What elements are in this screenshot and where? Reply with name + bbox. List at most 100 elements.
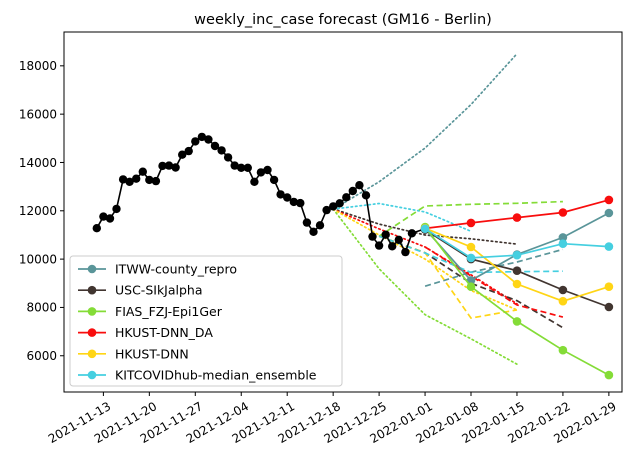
y-tick-label-3: 12000 [19,204,57,218]
observed-point-4 [118,175,128,184]
observed-point-22 [237,163,246,172]
legend-label-5: KITCOVIDhub-median_ensemble [115,368,317,383]
observed-point-23 [243,163,252,172]
series-5-point-3 [558,239,568,248]
series-2-point-2 [512,317,522,326]
observed-point-7 [138,167,147,176]
series-3-point-4 [604,195,614,205]
legend-marker-2 [87,307,97,316]
observed-point-18 [210,141,220,151]
series-4-point-2 [512,279,522,289]
series-2-dashed-line [378,200,563,237]
observed-point-47 [401,247,410,257]
observed-point-35 [322,205,331,215]
y-tick-label-0: 6000 [26,349,57,363]
observed-point-9 [151,176,161,186]
series-4-point-4 [604,282,614,292]
legend-marker-5 [87,370,97,380]
observed-point-30 [289,197,298,207]
observed-point-25 [256,168,266,177]
observed-point-15 [191,137,200,146]
plot-frame [63,31,623,393]
series-0-point-3 [558,233,568,242]
observed-point-34 [315,221,325,230]
observed-point-21 [230,161,239,170]
series-2-point-1 [466,282,476,292]
series-4-point-3 [558,296,568,306]
legend-label-2: FIAS_FZJ-Epi1Ger [115,304,223,319]
legend-label-1: USC-SIkJalpha [115,283,203,298]
series-4-dotted-line [332,208,518,311]
observed-point-40 [355,181,364,190]
x-axis: 2021-11-132021-11-202021-11-272021-12-04… [46,392,619,446]
observed-point-27 [269,175,279,185]
legend: ITWW-county_repro USC-SIkJalpha FIAS_FZJ-E… [69,255,343,387]
legend-marker-1 [87,285,97,295]
observed-point-31 [296,198,305,208]
plot-area [92,52,614,380]
series-1-dotted-line [332,208,518,245]
observed-point-45 [388,242,397,251]
observed-point-46 [394,235,403,244]
observed-point-8 [145,175,154,185]
legend-box [69,255,343,387]
legend-marker-0 [87,264,97,274]
observed-point-39 [348,186,357,196]
observed-point-32 [302,218,312,227]
series-1-point-3 [558,285,568,295]
y-tick-label-5: 16000 [19,107,57,121]
observed-point-17 [204,135,213,144]
y-tick-label-1: 8000 [26,301,57,315]
observed-point-3 [112,204,121,214]
series-3-point-1 [466,218,476,228]
series-3-point-2 [512,213,522,222]
observed-point-2 [105,214,115,223]
observed-point-29 [283,193,292,202]
series-1-point-2 [512,266,522,276]
chart-title: weekly_inc_case forecast (GM16 - Berlin) [194,12,492,28]
y-tick-label-6: 18000 [19,59,57,73]
observed-point-0 [92,224,102,233]
observed-point-44 [381,230,390,239]
observed-point-20 [223,153,233,162]
series-2-point-4 [604,370,614,380]
series-5-dotted-line [332,202,472,233]
legend-marker-3 [87,328,97,337]
series-5-dashed-line [378,235,563,274]
observed-point-28 [276,190,285,199]
observed-point-42 [368,232,377,241]
observed-point-10 [158,161,167,171]
observed-point-6 [132,174,141,183]
observed-point-33 [309,227,318,236]
legend-label-4: HKUST-DNN [115,346,189,361]
observed-point-19 [217,146,226,155]
observed-point-11 [164,161,174,170]
observed-point-24 [250,177,259,186]
observed-point-13 [178,150,187,159]
observed-point-37 [335,199,344,208]
observed-point-38 [342,193,351,202]
series-5-point-0 [420,224,430,233]
series-5-point-4 [604,242,614,251]
series-2-dotted-line [332,208,518,366]
series-5-point-1 [466,253,476,263]
observed-point-41 [361,191,371,200]
legend-label-3: HKUST-DNN_DA [115,325,213,340]
y-axis: 6000 8000 10000 12000 14000 16000 18000 [19,59,64,363]
observed-point-16 [197,132,207,142]
series-1-point-4 [604,302,614,312]
series-2-point-3 [558,345,568,355]
observed-point-26 [263,165,272,175]
observed-point-5 [125,177,134,186]
series-0-point-4 [604,208,614,218]
series-5-point-2 [512,250,522,260]
y-tick-label-4: 14000 [19,156,57,170]
observed-point-43 [374,241,384,250]
series-3-point-3 [558,208,568,217]
series-4-point-1 [466,242,476,252]
series-3-dashed-line [424,246,564,318]
observed-point-14 [184,146,193,156]
observed-point-12 [171,163,180,172]
legend-marker-4 [87,349,97,359]
